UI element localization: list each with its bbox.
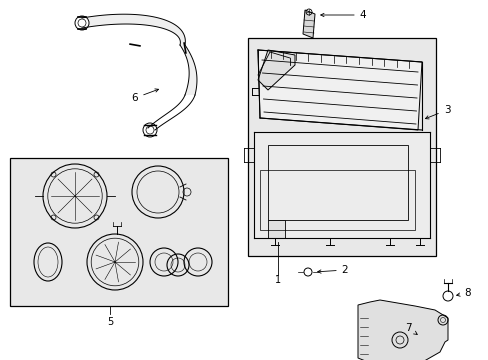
Bar bbox=[10, 158, 227, 306]
Circle shape bbox=[75, 16, 89, 30]
Bar bbox=[267, 145, 407, 220]
Bar bbox=[247, 38, 435, 256]
Text: 7: 7 bbox=[404, 323, 416, 334]
Text: 8: 8 bbox=[456, 288, 470, 298]
Text: 2: 2 bbox=[317, 265, 347, 275]
Polygon shape bbox=[258, 50, 294, 90]
Polygon shape bbox=[303, 10, 314, 38]
Bar bbox=[260, 170, 414, 230]
Polygon shape bbox=[357, 300, 447, 360]
Polygon shape bbox=[267, 220, 285, 238]
Circle shape bbox=[142, 123, 157, 137]
Polygon shape bbox=[82, 14, 185, 45]
Text: 1: 1 bbox=[274, 275, 281, 285]
Text: 4: 4 bbox=[320, 10, 366, 20]
Text: 5: 5 bbox=[107, 317, 113, 327]
Polygon shape bbox=[258, 50, 421, 130]
Polygon shape bbox=[253, 132, 429, 238]
Text: 3: 3 bbox=[425, 105, 449, 119]
Polygon shape bbox=[180, 45, 197, 95]
Text: 6: 6 bbox=[131, 89, 158, 103]
